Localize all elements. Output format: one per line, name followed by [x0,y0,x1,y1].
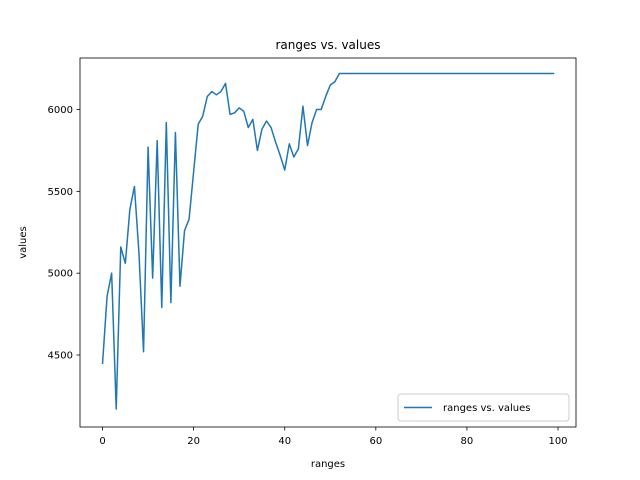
y-axis-ticks: 4500 5000 5500 6000 [48,105,80,362]
x-tick-label: 60 [369,436,382,447]
y-tick-label: 5000 [48,269,73,280]
legend-box [397,393,570,422]
x-tick-label: 0 [99,436,105,447]
chart-title: ranges vs. values [276,38,381,52]
series-line [101,72,555,410]
plot-area-frame [79,57,577,428]
x-axis-ticks: 0 20 40 60 80 100 [99,427,568,447]
series-layer [101,72,555,410]
y-tick-label: 6000 [48,105,73,116]
y-tick-label: 4500 [48,351,73,362]
legend: ranges vs. values [397,393,570,422]
x-axis-label: ranges [311,459,345,470]
y-axis-label: values [18,226,29,259]
x-tick-label: 100 [548,436,567,447]
y-tick-label: 5500 [48,187,73,198]
x-tick-label: 40 [278,436,291,447]
legend-label: ranges vs. values [443,403,530,414]
x-tick-label: 20 [187,436,200,447]
x-tick-label: 80 [461,436,474,447]
